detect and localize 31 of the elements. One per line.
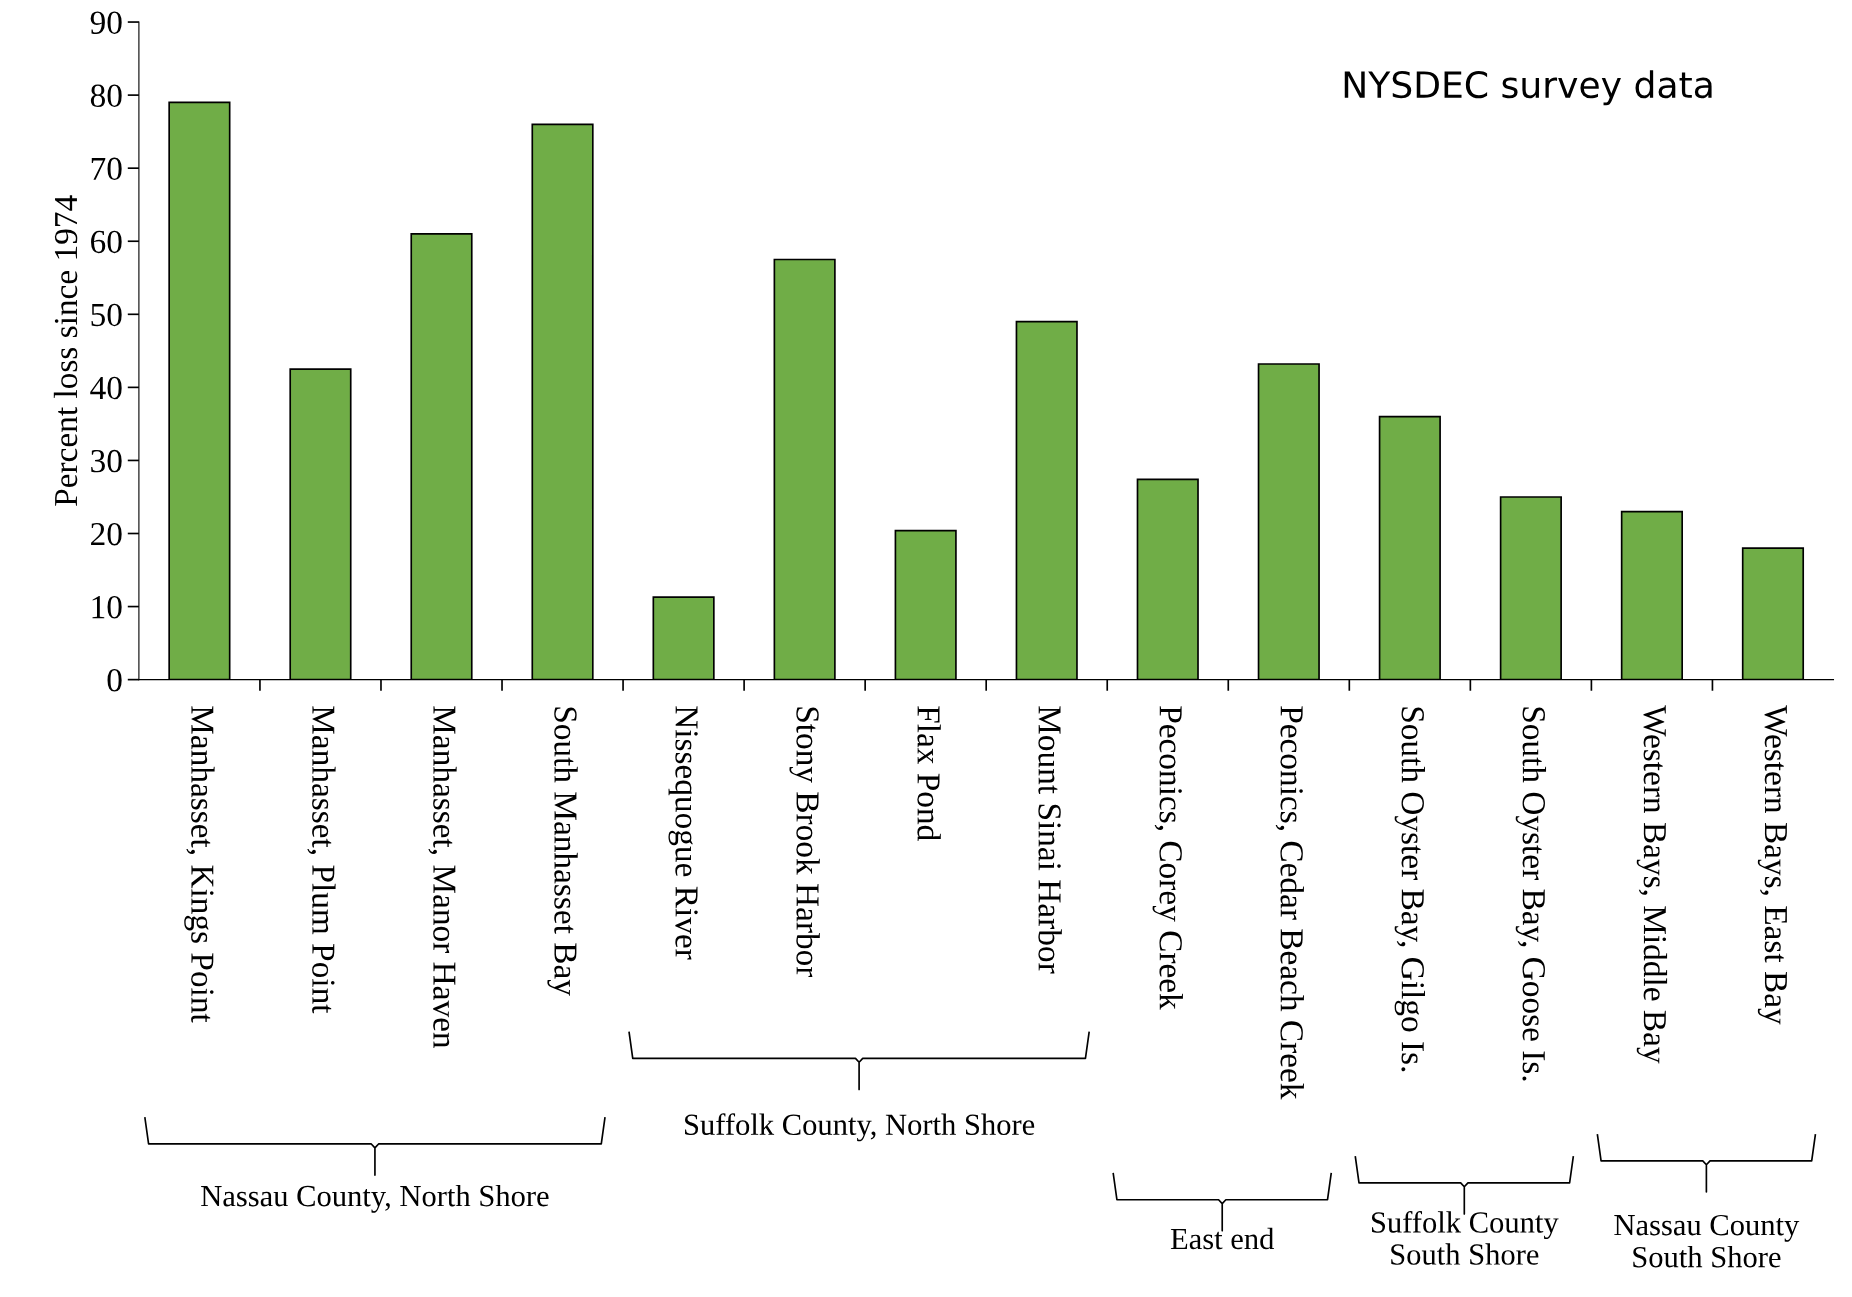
y-tick-label: 40	[90, 376, 122, 400]
text: Suffolk County South Shore	[1371, 1211, 1559, 1265]
text: Suffolk County, North Shore	[685, 1113, 1035, 1142]
y-tick-label: 50	[91, 303, 122, 327]
x-tick-label: Manhasset, Manor Haven	[428, 706, 457, 1049]
x-tick-label: Western Bays, Middle Bay	[1636, 705, 1668, 1064]
x-tick-label: Nissequogue River	[668, 706, 698, 960]
x-tick-label: Peconics, Cedar Beach Creek	[1275, 706, 1304, 1100]
x-tick-label: South Manhasset Bay	[547, 707, 578, 996]
y-tick-label: 20	[91, 522, 122, 546]
y-tick-label: 30	[91, 449, 122, 473]
x-tick-label: Flax Pond	[917, 706, 941, 841]
y-tick-label: 60	[91, 230, 122, 254]
x-tick-label: Manhasset, Kings Point	[184, 706, 215, 1023]
x-tick-label: Manhasset, Plum Point	[307, 706, 336, 1014]
text: Nassau County South Shore	[1614, 1214, 1800, 1268]
x-tick-label: Mount Sinai Harbor	[1038, 706, 1062, 974]
text: Nassau County, North Shore	[201, 1184, 549, 1213]
y-tick-label: 70	[91, 157, 122, 181]
y-tick-label: 90	[90, 11, 122, 34]
x-tick-label: Stony Brook Harbor	[789, 707, 820, 978]
y-axis-title: Percent loss since 1974	[53, 195, 78, 506]
x-tick-label: Peconics, Corey Creek	[1152, 706, 1183, 1010]
y-tick-label: 10	[92, 595, 122, 619]
x-tick-label: South Oyster Bay, Goose Is.	[1515, 707, 1547, 1081]
y-tick-label: 0	[107, 669, 122, 692]
x-tick-label: South Oyster Bay, Gilgo Is.	[1394, 707, 1425, 1072]
annotation: NYSDEC survey data	[1344, 70, 1712, 106]
x-tick-label: Western Bays, East Bay	[1757, 705, 1787, 1025]
text: East end	[1170, 1227, 1275, 1250]
y-tick-label: 80	[90, 84, 122, 108]
